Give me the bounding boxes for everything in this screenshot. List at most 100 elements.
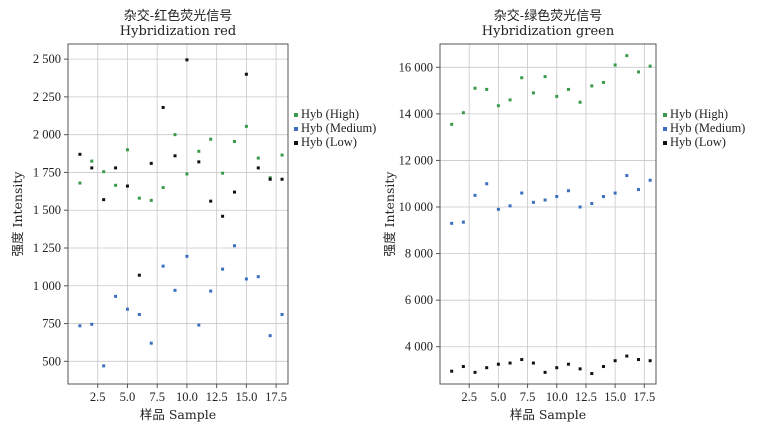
data-point [473,193,477,197]
legend-marker [663,127,667,131]
legend-label: Hyb (Medium) [301,121,376,135]
data-point [648,178,652,182]
x-tick-label: 5.0 [491,390,507,404]
y-tick-label: 500 [42,354,61,368]
data-point [114,166,118,170]
data-point [125,148,129,152]
y-tick-label: 1 750 [33,165,61,179]
data-point [90,322,94,326]
plot-frame [67,43,289,385]
x-tick-label: 15.0 [604,390,626,404]
data-point [461,220,465,224]
data-point [209,289,213,293]
data-point [173,288,177,292]
data-point [256,275,260,279]
y-axis-label: 强度 Intensity [382,171,397,257]
data-point [636,70,640,74]
data-point [601,80,605,84]
x-tick-label: 2.5 [90,390,106,404]
chart-title: 杂交-红色荧光信号 [124,8,232,24]
data-point [102,170,106,174]
data-point [601,365,605,369]
legend-marker [294,113,298,117]
data-point [508,98,512,102]
data-point [473,86,477,90]
y-tick-label: 8 000 [405,247,433,261]
data-point [601,195,605,199]
data-point [114,183,118,187]
data-point [161,264,165,268]
data-point [485,87,489,91]
x-tick-label: 15.0 [235,390,257,404]
data-point [625,174,629,178]
series-hybmedium [78,244,284,368]
data-point [555,94,559,98]
data-point [520,358,524,362]
x-axis-label: 样品 Sample [140,407,216,422]
x-tick-label: 12.5 [575,390,597,404]
data-point [197,160,201,164]
data-point [648,64,652,68]
data-point [613,63,617,67]
x-tick-label: 7.5 [149,390,165,404]
data-point [244,124,248,128]
data-point [90,166,94,170]
series-hyblow [78,58,284,277]
data-point [543,75,547,79]
data-point [613,191,617,195]
legend-label: Hyb (Low) [301,135,357,149]
legend-marker [663,113,667,117]
data-point [280,312,284,316]
data-point [221,214,225,218]
y-tick-label: 2 500 [33,52,61,66]
data-point [520,191,524,195]
y-tick-label: 6 000 [405,293,433,307]
x-tick-label: 2.5 [461,390,477,404]
data-point [520,76,524,80]
plot-frame [439,43,657,385]
data-point [185,58,189,62]
data-point [555,195,559,199]
y-tick-label: 16 000 [399,60,433,74]
legend-marker [663,141,667,145]
x-tick-label: 5.0 [120,390,136,404]
data-point [125,184,129,188]
data-point [78,324,82,328]
chart-title: 杂交-绿色荧光信号 [494,8,602,24]
x-tick-label: 12.5 [206,390,228,404]
data-point [149,161,153,165]
data-point [625,54,629,58]
data-point [578,367,582,371]
data-point [137,312,141,316]
data-point [508,361,512,365]
data-point [566,189,570,193]
data-point [78,181,82,185]
data-point [221,267,225,271]
y-tick-label: 1 500 [33,203,61,217]
y-tick-label: 14 000 [399,107,433,121]
data-point [531,361,535,365]
legend-marker [294,127,298,131]
data-point [625,354,629,358]
data-point [78,152,82,156]
data-point [209,199,213,203]
x-tick-label: 10.0 [176,390,198,404]
data-point [566,362,570,366]
y-tick-label: 10 000 [399,200,433,214]
data-point [232,190,236,194]
data-point [268,176,272,180]
y-tick-label: 2 250 [33,90,61,104]
data-point [137,273,141,277]
data-point [232,139,236,143]
data-point [555,366,559,370]
x-tick-label: 17.5 [633,390,655,404]
data-point [461,365,465,369]
x-tick-label: 7.5 [520,390,536,404]
data-point [161,186,165,190]
data-point [102,364,106,368]
data-point [636,358,640,362]
data-point [197,323,201,327]
data-point [185,254,189,258]
y-tick-label: 12 000 [399,153,433,167]
